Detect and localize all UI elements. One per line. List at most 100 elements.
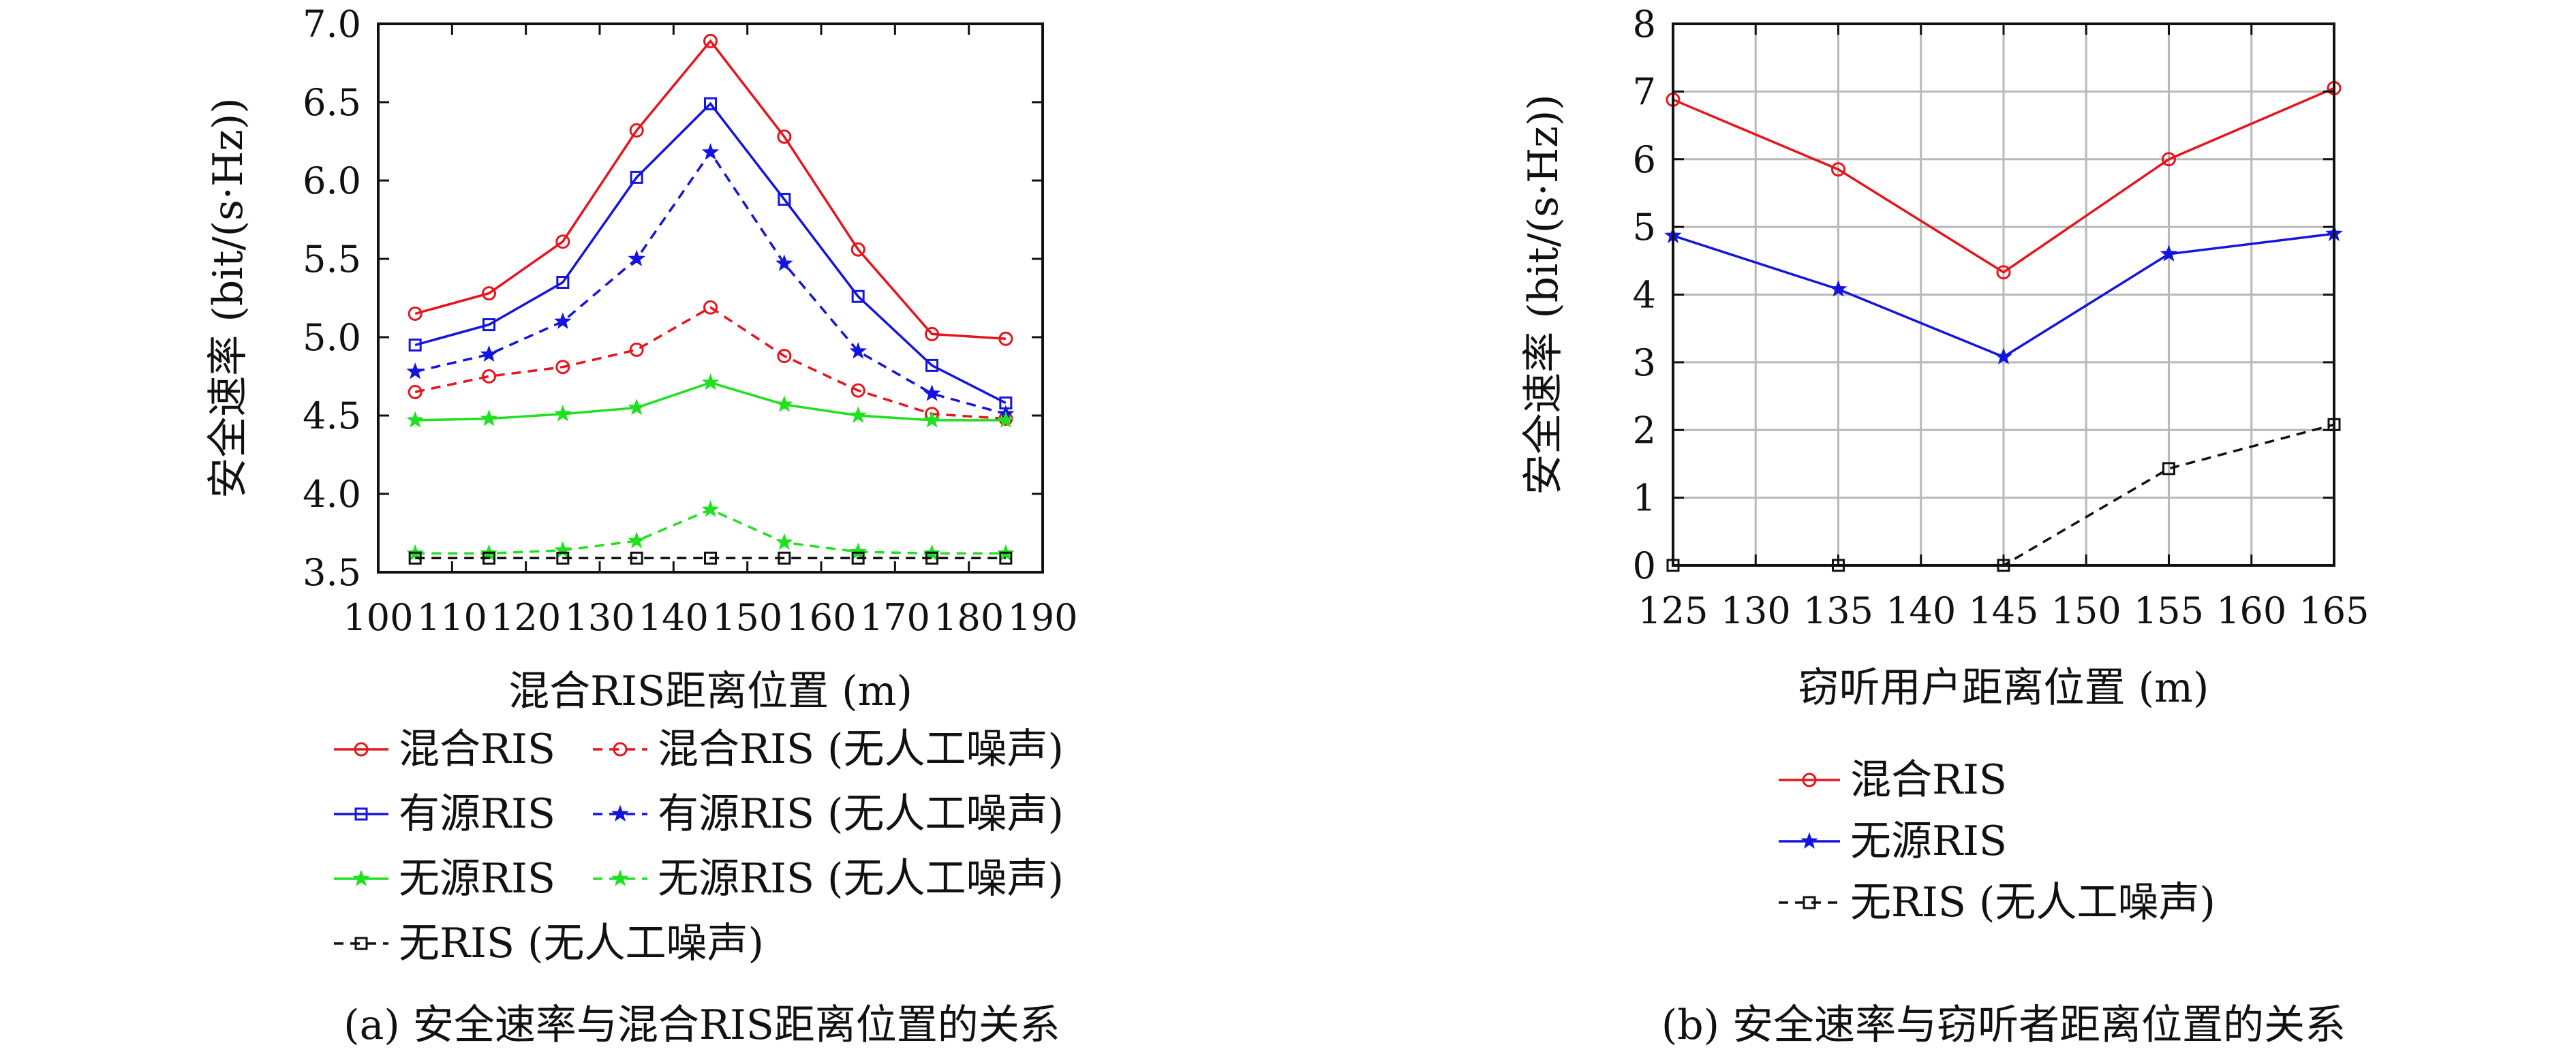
- data-point: [1996, 265, 2011, 280]
- legend-marker: [354, 937, 368, 950]
- data-point: [554, 312, 572, 329]
- data-point: [628, 249, 645, 266]
- series-0: [408, 33, 1013, 346]
- chart-a-ticks: 100 110 120 130 140 150 160 170 180 190 3.5 4.0 4.5 5…: [303, 3, 1077, 639]
- data-point: [482, 551, 495, 565]
- chart-b-legend: 混合RIS 无源RIS 无RIS (无人工噪声): [1779, 756, 2215, 926]
- data-point: [849, 342, 867, 359]
- y-tick-label: 4.0: [303, 473, 361, 516]
- data-point: [2162, 152, 2176, 167]
- data-point: [482, 286, 496, 301]
- legend-marker: [611, 869, 629, 886]
- y-tick-label: 5.0: [303, 316, 361, 359]
- data-point: [555, 360, 570, 375]
- legend-label: 无RIS (无人工噪声): [1850, 879, 2215, 926]
- data-point: [851, 290, 865, 303]
- data-point: [406, 362, 424, 379]
- data-point: [1829, 280, 1847, 297]
- y-tick-label: 7.0: [303, 3, 361, 46]
- data-point: [408, 551, 422, 565]
- legend-label: 无RIS (无人工噪声): [399, 920, 764, 967]
- legend-item: 有源RIS: [334, 790, 555, 838]
- data-point: [482, 318, 495, 332]
- x-tick-label: 130: [1721, 589, 1791, 632]
- data-point: [480, 345, 498, 362]
- legend-label: 无源RIS: [399, 855, 555, 903]
- data-point: [704, 97, 717, 110]
- y-tick-label: 2: [1633, 409, 1656, 452]
- legend-marker: [1803, 896, 1816, 909]
- legend-marker: [352, 869, 370, 886]
- legend-marker: [1802, 772, 1817, 787]
- data-point: [554, 405, 572, 422]
- legend-label: 混合RIS (无人工噪声): [658, 725, 1064, 773]
- legend-label: 无源RIS (无人工噪声): [658, 855, 1064, 903]
- legend-item: 无RIS (无人工噪声): [1779, 879, 2215, 926]
- legend-item: 混合RIS (无人工噪声): [593, 725, 1064, 773]
- x-tick-label: 140: [1886, 589, 1956, 632]
- data-point: [777, 349, 792, 364]
- data-point: [556, 551, 570, 565]
- legend-marker: [611, 805, 629, 822]
- data-point: [777, 129, 792, 144]
- x-tick-label: 135: [1803, 589, 1873, 632]
- series-line: [414, 39, 1006, 341]
- data-point: [997, 411, 1015, 428]
- x-tick-label: 180: [934, 596, 1004, 639]
- data-point: [408, 385, 423, 399]
- chart-b-grid: [1673, 24, 2334, 565]
- data-point: [408, 339, 422, 352]
- chart-a-caption: (a) 安全速率与混合RIS距离位置的关系: [343, 1001, 1060, 1049]
- legend-item: 无源RIS: [1779, 817, 2007, 865]
- series-line: [414, 306, 1006, 420]
- data-point: [778, 193, 791, 206]
- y-tick-label: 4.5: [303, 394, 361, 437]
- y-tick-label: 1: [1633, 477, 1656, 520]
- chart-a-x-axis-title: 混合RIS距离位置 (m): [508, 668, 913, 715]
- x-tick-label: 145: [1968, 589, 2038, 632]
- data-point: [630, 551, 643, 565]
- y-tick-label: 0: [1633, 544, 1656, 587]
- series-6: [408, 551, 1013, 565]
- chart-a-y-axis-title: 安全速率 (bit/(s·Hz)): [204, 97, 252, 498]
- x-tick-label: 125: [1638, 589, 1708, 632]
- data-point: [701, 373, 720, 390]
- x-tick-label: 140: [639, 596, 709, 639]
- legend-label: 混合RIS: [1850, 756, 2007, 804]
- chart-b-y-axis-title: 安全速率 (bit/(s·Hz)): [1520, 94, 1567, 495]
- legend-item: 有源RIS (无人工噪声): [593, 790, 1064, 838]
- x-tick-label: 165: [2299, 589, 2369, 632]
- legend-item: 混合RIS: [334, 725, 555, 773]
- data-point: [629, 123, 644, 138]
- data-point: [629, 342, 644, 357]
- chart-b-caption: (b) 安全速率与窃听者距离位置的关系: [1661, 1001, 2346, 1049]
- x-tick-label: 150: [2051, 589, 2121, 632]
- data-point: [556, 276, 570, 289]
- x-tick-label: 110: [417, 596, 487, 639]
- series-line: [415, 508, 1006, 555]
- x-tick-label: 160: [786, 596, 856, 639]
- legend-marker: [354, 807, 368, 821]
- data-point: [776, 254, 793, 271]
- legend-item: 混合RIS: [1779, 756, 2007, 804]
- data-point: [851, 551, 865, 565]
- legend-label: 混合RIS: [399, 725, 555, 773]
- data-point: [628, 531, 645, 548]
- legend-marker: [354, 742, 369, 757]
- data-point: [2160, 245, 2178, 262]
- data-point: [925, 326, 939, 341]
- data-point: [925, 358, 938, 372]
- y-tick-label: 6.5: [303, 81, 361, 124]
- data-point: [776, 395, 793, 412]
- y-tick-label: 3.5: [303, 551, 361, 594]
- data-point: [776, 533, 793, 550]
- data-point: [999, 551, 1013, 565]
- series-5: [406, 500, 1015, 561]
- legend-marker: [1800, 832, 1818, 849]
- legend-label: 有源RIS (无人工噪声): [658, 790, 1064, 838]
- x-tick-label: 155: [2134, 589, 2204, 632]
- data-point: [849, 406, 867, 423]
- legend-marker: [613, 742, 628, 757]
- data-point: [1995, 347, 2012, 364]
